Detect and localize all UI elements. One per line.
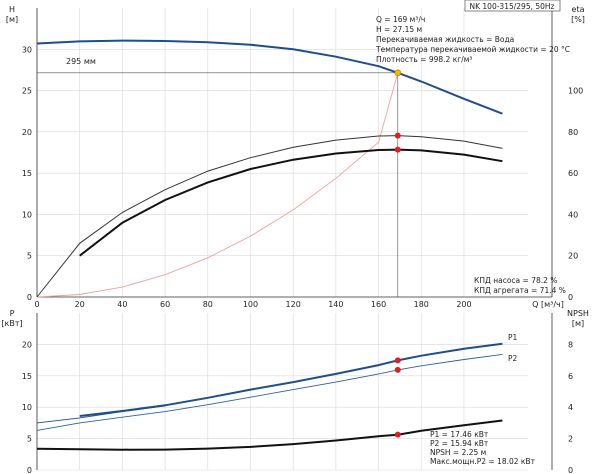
power-annotation: P2 = 15.94 кВт (430, 439, 489, 448)
bottom-right-tick-label: 0 (568, 466, 573, 474)
power-annotation: NPSH = 2.25 м (430, 448, 486, 457)
bottom-right-tick-label: 2 (568, 435, 573, 444)
top-y-tick-label: 30 (22, 45, 32, 54)
series-label: P2 (508, 354, 518, 363)
top-series-line-1 (36, 72, 399, 298)
x-tick-label: 180 (414, 300, 429, 309)
bottom-series-line-3 (36, 419, 503, 451)
operating-point-marker (394, 69, 402, 77)
x-tick-label: 100 (243, 300, 258, 309)
x-tick-label: 0 (34, 300, 39, 309)
operating-point-marker (394, 366, 401, 373)
efficiency-annotation: КПД насоса = 78.2 % (474, 276, 557, 285)
x-tick-label: 20 (75, 300, 85, 309)
power-annotation: P1 = 17.46 кВт (430, 430, 489, 439)
bottom-left-axis-title: P [кВт] (1, 309, 22, 328)
operating-point-annotation: Температура перекачиваемой жидкости = 20… (375, 45, 570, 54)
top-right-tick-label: 100 (568, 87, 583, 96)
power-annotation: Макс.мощн.P2 = 18.02 кВт (430, 457, 536, 466)
bottom-y-tick-label: 20 (22, 340, 32, 349)
bottom-series-line-1 (36, 405, 166, 424)
bottom-series-line-0 (79, 342, 503, 417)
operating-point-marker (394, 132, 401, 139)
top-y-tick-label: 10 (22, 210, 32, 219)
operating-point-marker (394, 431, 401, 438)
bottom-y-tick-label: 5 (27, 435, 32, 444)
operating-point-annotation: Q = 169 м³/ч (376, 15, 425, 24)
x-tick-label: 60 (160, 300, 170, 309)
series-label: P1 (508, 333, 518, 342)
top-right-tick-label: 20 (568, 252, 578, 261)
top-right-tick-label: 40 (568, 210, 578, 219)
top-series-line-2 (36, 135, 503, 298)
top-y-tick-label: 5 (27, 252, 32, 261)
top-left-axis-title: H [м] (6, 5, 18, 24)
top-y-tick-label: 15 (22, 169, 32, 178)
bottom-y-tick-label: 10 (22, 403, 32, 412)
bottom-right-tick-label: 6 (568, 372, 573, 381)
top-right-tick-label: 60 (568, 169, 578, 178)
bottom-y-tick-label: 15 (22, 372, 32, 381)
series-label: 295 мм (66, 57, 96, 66)
top-right-tick-label: 80 (568, 128, 578, 137)
top-y-tick-label: 0 (27, 293, 32, 302)
x-axis-title: Q [м³/ч] (532, 300, 564, 309)
operating-point-marker (394, 357, 401, 364)
operating-point-annotation: Плотность = 998.2 кг/м³ (376, 55, 472, 64)
top-series-line-0 (36, 39, 503, 115)
operating-point-annotation: H = 27.15 м (376, 25, 422, 34)
bottom-series-line-2 (36, 353, 503, 431)
title-box-frame (464, 0, 561, 12)
operating-point-marker (394, 146, 401, 153)
bottom-right-axis-title: NPSH [м] (567, 309, 589, 328)
bottom-y-tick-label: 0 (27, 466, 32, 474)
operating-point-annotation: Перекачиваемая жидкость = Вода (376, 35, 514, 44)
bottom-right-tick-label: 8 (568, 340, 573, 349)
top-right-tick-label: 0 (568, 293, 573, 302)
x-tick-label: 80 (203, 300, 213, 309)
x-tick-label: 140 (328, 300, 343, 309)
top-y-tick-label: 20 (22, 128, 32, 137)
bottom-right-tick-label: 4 (568, 403, 573, 412)
efficiency-annotation: КПД агрегата = 71.4 % (474, 286, 566, 295)
x-tick-label: 200 (456, 300, 471, 309)
title-box: NK 100-315/295, 50Hz (470, 2, 555, 11)
x-tick-label: 120 (286, 300, 301, 309)
top-series-line-3 (79, 148, 503, 257)
top-right-axis-title: eta [%] (571, 5, 585, 24)
x-tick-label: 40 (117, 300, 127, 309)
x-tick-label: 160 (371, 300, 386, 309)
top-y-tick-label: 25 (22, 87, 32, 96)
